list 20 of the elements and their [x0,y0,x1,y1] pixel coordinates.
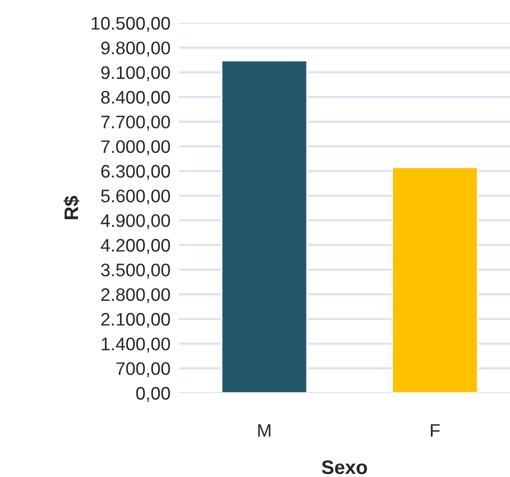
y-tick-label: 9.800,00 [101,42,170,57]
x-tick-label: M [258,424,270,437]
y-tick-label: 700,00 [116,362,170,378]
y-tick-label: 7.700,00 [101,116,170,131]
x-axis-title: Sexo [322,460,367,474]
y-tick-label: 9.100,00 [101,66,170,82]
y-tick-label: 2.800,00 [101,288,170,304]
x-tick-label: F [430,424,440,437]
y-tick-label: 5.600,00 [101,190,170,205]
y-tick-label: 7.000,00 [101,140,170,156]
y-tick-label: 0,00 [136,386,170,402]
y-tick-label: 6.300,00 [101,164,170,180]
y-tick-label: 10.500,00 [92,16,170,32]
y-tick-label: 8.400,00 [101,90,170,106]
y-tick-label: 4.900,00 [100,214,170,230]
y-tick-label: 2.100,00 [101,312,170,328]
y-tick-label: 4.200,00 [100,238,170,254]
y-axis-title: R$ [64,196,80,220]
y-tick-label: 3.500,00 [101,264,170,279]
y-tick-label: 1.400,00 [102,338,170,353]
